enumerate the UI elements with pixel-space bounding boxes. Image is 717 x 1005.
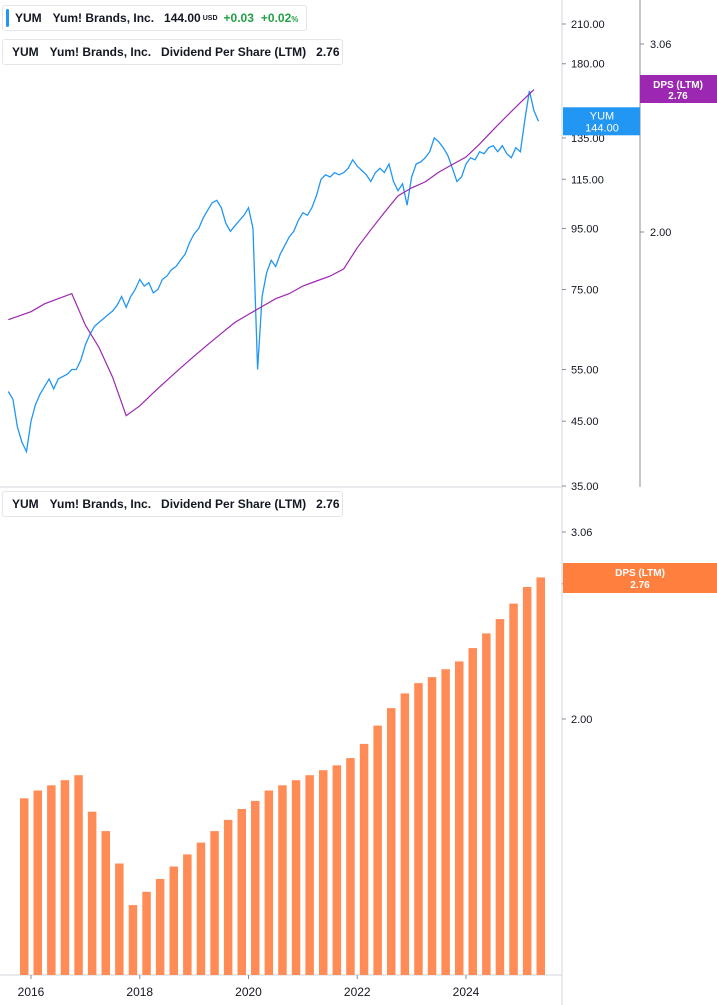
time-axis-tick-label: 2018 <box>126 985 153 999</box>
dps-bar <box>33 790 42 975</box>
dps-bar <box>278 785 287 975</box>
dps-bar <box>359 743 369 975</box>
legend-dps-bottom[interactable]: YUM Yum! Brands, Inc. Dividend Per Share… <box>2 491 343 517</box>
dps-bar <box>196 842 206 975</box>
dps-bar <box>305 775 314 975</box>
dps-bar <box>264 790 274 975</box>
bar-value-label-box <box>563 563 717 593</box>
dps-bar <box>223 819 233 975</box>
price-label-box <box>563 107 640 136</box>
legend-currency: USD <box>202 14 218 22</box>
dps-bar <box>291 780 301 975</box>
legend-change-pct: +0.02% <box>261 11 299 25</box>
dps-bar <box>87 811 97 975</box>
legend-company-name: Yum! Brands, Inc. <box>49 497 152 511</box>
dps-axis-tick-label: 2.00 <box>650 227 671 239</box>
legend-indicator-name: Dividend Per Share (LTM) <box>161 497 307 511</box>
legend-symbol: YUM <box>12 497 39 511</box>
price-axis-tick-label: 135.00 <box>571 133 605 145</box>
legend-indicator-value: 2.76 <box>316 45 340 59</box>
legend-change: +0.03 <box>223 11 254 25</box>
bar-axis-tick-label: 3.06 <box>571 527 592 539</box>
dps-bar <box>115 863 124 975</box>
legend-change-pct-value: +0.02 <box>260 11 292 25</box>
legend-indicator-value: 2.76 <box>316 497 340 511</box>
price-axis-tick-label: 180.00 <box>571 59 605 71</box>
dps-bar <box>482 633 491 975</box>
dps-bar <box>101 831 110 975</box>
legend-pct-sign: % <box>291 15 299 24</box>
dps-bar <box>455 661 464 975</box>
series-color-swatch <box>6 9 9 27</box>
price-label-value: 144.00 <box>585 122 619 134</box>
dps-bar <box>522 587 532 975</box>
dps-bar <box>155 879 165 975</box>
dps-bar <box>414 683 423 975</box>
price-series-line <box>7 90 540 454</box>
price-axis-tick-label: 45.00 <box>571 416 599 428</box>
dps-bar <box>441 669 450 975</box>
dps-label-value: 2.76 <box>668 91 688 102</box>
legend-symbol: YUM <box>15 11 42 25</box>
dps-bar <box>20 798 29 975</box>
time-axis-tick-label: 2022 <box>344 985 371 999</box>
bar-axis-tick-label: 2.00 <box>571 714 592 726</box>
dps-bar <box>74 775 83 975</box>
dps-bar <box>237 809 246 975</box>
legend-price[interactable]: YUM Yum! Brands, Inc. 144.00 USD +0.03 +… <box>2 5 307 31</box>
legend-symbol: YUM <box>12 45 39 59</box>
price-axis-tick-label: 35.00 <box>571 481 599 493</box>
dps-bar <box>509 603 518 975</box>
dps-bar <box>468 648 477 975</box>
price-axis-tick-label: 75.00 <box>571 284 599 296</box>
dps-bar <box>169 866 178 975</box>
price-label-name: YUM <box>590 110 614 122</box>
dps-bar <box>210 831 219 975</box>
bar-value-label-value: 2.76 <box>630 580 650 591</box>
time-axis-tick-label: 2020 <box>235 985 262 999</box>
dps-bar <box>373 725 382 975</box>
price-axis-tick-label: 210.00 <box>571 19 605 31</box>
dps-bar <box>183 854 192 975</box>
dps-bar <box>332 765 342 975</box>
dps-axis-tick-label: 3.06 <box>650 39 671 51</box>
dps-bar <box>319 770 328 975</box>
dps-label-box <box>640 75 717 103</box>
dps-bar <box>427 677 437 975</box>
dps-label-name: DPS (LTM) <box>653 80 703 91</box>
legend-company-name: Yum! Brands, Inc. <box>52 11 155 25</box>
legend-dps-top[interactable]: YUM Yum! Brands, Inc. Dividend Per Share… <box>2 39 343 65</box>
time-axis-tick-label: 2016 <box>18 985 45 999</box>
bar-value-label-name: DPS (LTM) <box>615 568 665 579</box>
dps-bar <box>47 785 56 975</box>
dps-bar <box>251 800 260 975</box>
dps-series-line <box>8 89 535 417</box>
price-axis-tick-label: 55.00 <box>571 364 599 376</box>
dps-bar <box>60 780 70 975</box>
dps-bar <box>400 693 410 975</box>
legend-price-value: 144.00 <box>164 11 201 25</box>
dps-bar <box>142 891 151 975</box>
time-axis-tick-label: 2024 <box>453 985 480 999</box>
dps-bar <box>495 619 505 975</box>
legend-indicator-name: Dividend Per Share (LTM) <box>161 45 307 59</box>
dps-bar <box>346 758 355 975</box>
dps-bar <box>387 708 396 975</box>
dps-bar <box>536 577 545 975</box>
price-axis-tick-label: 95.00 <box>571 224 599 236</box>
price-axis-tick-label: 115.00 <box>571 174 604 186</box>
dps-bar <box>128 905 138 975</box>
legend-company-name: Yum! Brands, Inc. <box>49 45 152 59</box>
